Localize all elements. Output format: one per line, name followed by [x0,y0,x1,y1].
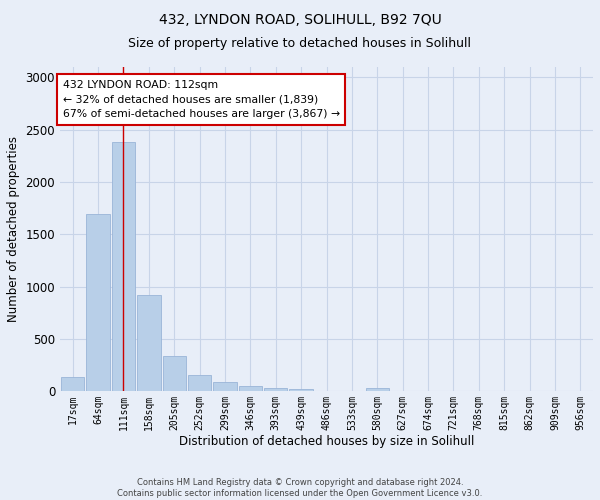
Bar [239,386,262,392]
Text: 432 LYNDON ROAD: 112sqm
← 32% of detached houses are smaller (1,839)
67% of semi: 432 LYNDON ROAD: 112sqm ← 32% of detache… [62,80,340,119]
Text: Contains HM Land Registry data © Crown copyright and database right 2024.
Contai: Contains HM Land Registry data © Crown c… [118,478,482,498]
X-axis label: Distribution of detached houses by size in Solihull: Distribution of detached houses by size … [179,435,474,448]
Text: 432, LYNDON ROAD, SOLIHULL, B92 7QU: 432, LYNDON ROAD, SOLIHULL, B92 7QU [158,12,442,26]
Bar [264,388,287,392]
Bar [112,142,135,392]
Bar [365,388,389,392]
Bar [61,377,85,392]
Y-axis label: Number of detached properties: Number of detached properties [7,136,20,322]
Bar [137,295,161,392]
Bar [188,374,211,392]
Text: Size of property relative to detached houses in Solihull: Size of property relative to detached ho… [128,38,472,51]
Bar [289,389,313,392]
Bar [214,382,236,392]
Bar [86,214,110,392]
Bar [163,356,186,392]
